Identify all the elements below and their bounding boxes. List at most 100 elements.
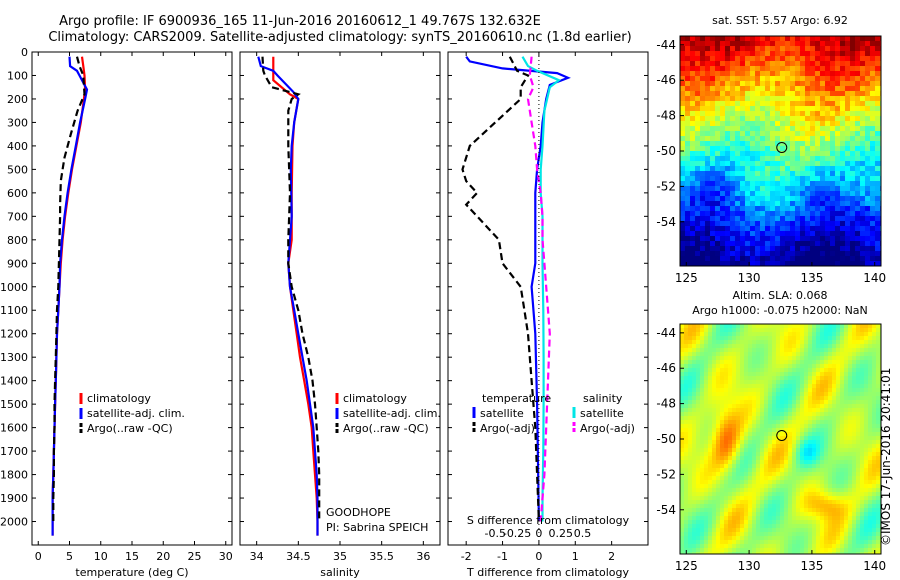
map-cell bbox=[700, 176, 706, 182]
map-cell bbox=[875, 106, 881, 112]
map-cell bbox=[868, 484, 873, 489]
map-cell bbox=[784, 360, 789, 365]
map-cell bbox=[792, 548, 797, 553]
map-cell bbox=[844, 392, 849, 397]
map-cell bbox=[860, 216, 866, 222]
map-cell bbox=[795, 41, 801, 47]
map-cell bbox=[720, 468, 725, 473]
map-cell bbox=[824, 356, 829, 361]
map-cell bbox=[804, 440, 809, 445]
map-cell bbox=[840, 91, 846, 97]
map-cell bbox=[720, 206, 726, 212]
map-cell bbox=[824, 476, 829, 481]
map-cell bbox=[704, 412, 709, 417]
map-cell bbox=[816, 432, 821, 437]
map-cell bbox=[836, 480, 841, 485]
map-cell bbox=[680, 181, 686, 187]
map-cell bbox=[830, 111, 836, 117]
map-cell bbox=[730, 216, 736, 222]
map-cell bbox=[800, 432, 805, 437]
map-cell bbox=[870, 211, 876, 217]
map-cell bbox=[745, 71, 751, 77]
map-cell bbox=[780, 51, 786, 57]
map-cell bbox=[830, 131, 836, 137]
map-cell bbox=[876, 380, 881, 385]
map-cell bbox=[752, 520, 757, 525]
map-cell bbox=[864, 472, 869, 477]
map-cell bbox=[870, 81, 876, 87]
map-cell bbox=[752, 368, 757, 373]
map-cell bbox=[792, 544, 797, 549]
map-cell bbox=[876, 336, 881, 341]
map-cell bbox=[876, 416, 881, 421]
map-cell bbox=[845, 106, 851, 112]
map-cell bbox=[730, 96, 736, 102]
map-x-tick-label: 135 bbox=[800, 559, 823, 573]
map-cell bbox=[732, 544, 737, 549]
map-cell bbox=[820, 536, 825, 541]
map-cell bbox=[876, 440, 881, 445]
map-cell bbox=[705, 201, 711, 207]
map-cell bbox=[735, 151, 741, 157]
map-cell bbox=[825, 101, 831, 107]
map-cell bbox=[812, 400, 817, 405]
map-cell bbox=[740, 448, 745, 453]
map-cell bbox=[732, 432, 737, 437]
map-cell bbox=[776, 364, 781, 369]
map-cell bbox=[848, 412, 853, 417]
map-cell bbox=[764, 520, 769, 525]
x-tick-label: 20 bbox=[156, 550, 170, 563]
map-cell bbox=[776, 540, 781, 545]
map-cell bbox=[715, 156, 721, 162]
map-cell bbox=[828, 548, 833, 553]
map-cell bbox=[700, 428, 705, 433]
map-cell bbox=[788, 408, 793, 413]
map-cell bbox=[775, 246, 781, 252]
map-cell bbox=[700, 536, 705, 541]
map-cell bbox=[716, 372, 721, 377]
map-image bbox=[680, 36, 881, 266]
map-cell bbox=[810, 166, 816, 172]
map-cell bbox=[728, 492, 733, 497]
map-cell bbox=[865, 66, 871, 72]
map-cell bbox=[876, 460, 881, 465]
map-cell bbox=[845, 151, 851, 157]
map-y-tick-label: -46 bbox=[656, 73, 676, 87]
map-cell bbox=[712, 472, 717, 477]
map-cell bbox=[756, 416, 761, 421]
map-cell bbox=[804, 452, 809, 457]
map-cell bbox=[830, 116, 836, 122]
map-cell bbox=[755, 101, 761, 107]
map-cell bbox=[780, 71, 786, 77]
map-cell bbox=[832, 388, 837, 393]
map-cell bbox=[825, 201, 831, 207]
map-cell bbox=[748, 376, 753, 381]
map-cell bbox=[760, 181, 766, 187]
map-cell bbox=[736, 540, 741, 545]
map-cell bbox=[728, 376, 733, 381]
map-cell bbox=[704, 548, 709, 553]
map-cell bbox=[712, 536, 717, 541]
map-cell bbox=[696, 516, 701, 521]
map-cell bbox=[680, 388, 685, 393]
map-cell bbox=[715, 116, 721, 122]
map-cell bbox=[685, 41, 691, 47]
map-cell bbox=[736, 516, 741, 521]
map-cell bbox=[688, 336, 693, 341]
map-cell bbox=[850, 216, 856, 222]
map-cell bbox=[744, 532, 749, 537]
map-cell bbox=[815, 91, 821, 97]
map-cell bbox=[680, 196, 686, 202]
map-cell bbox=[780, 86, 786, 92]
map-cell bbox=[852, 440, 857, 445]
map-cell bbox=[752, 384, 757, 389]
map-cell bbox=[855, 106, 861, 112]
map-cell bbox=[772, 440, 777, 445]
map-cell bbox=[868, 364, 873, 369]
map-cell bbox=[696, 340, 701, 345]
map-cell bbox=[772, 400, 777, 405]
map-cell bbox=[820, 444, 825, 449]
map-cell bbox=[815, 186, 821, 192]
map-cell bbox=[780, 452, 785, 457]
map-cell bbox=[695, 121, 701, 127]
